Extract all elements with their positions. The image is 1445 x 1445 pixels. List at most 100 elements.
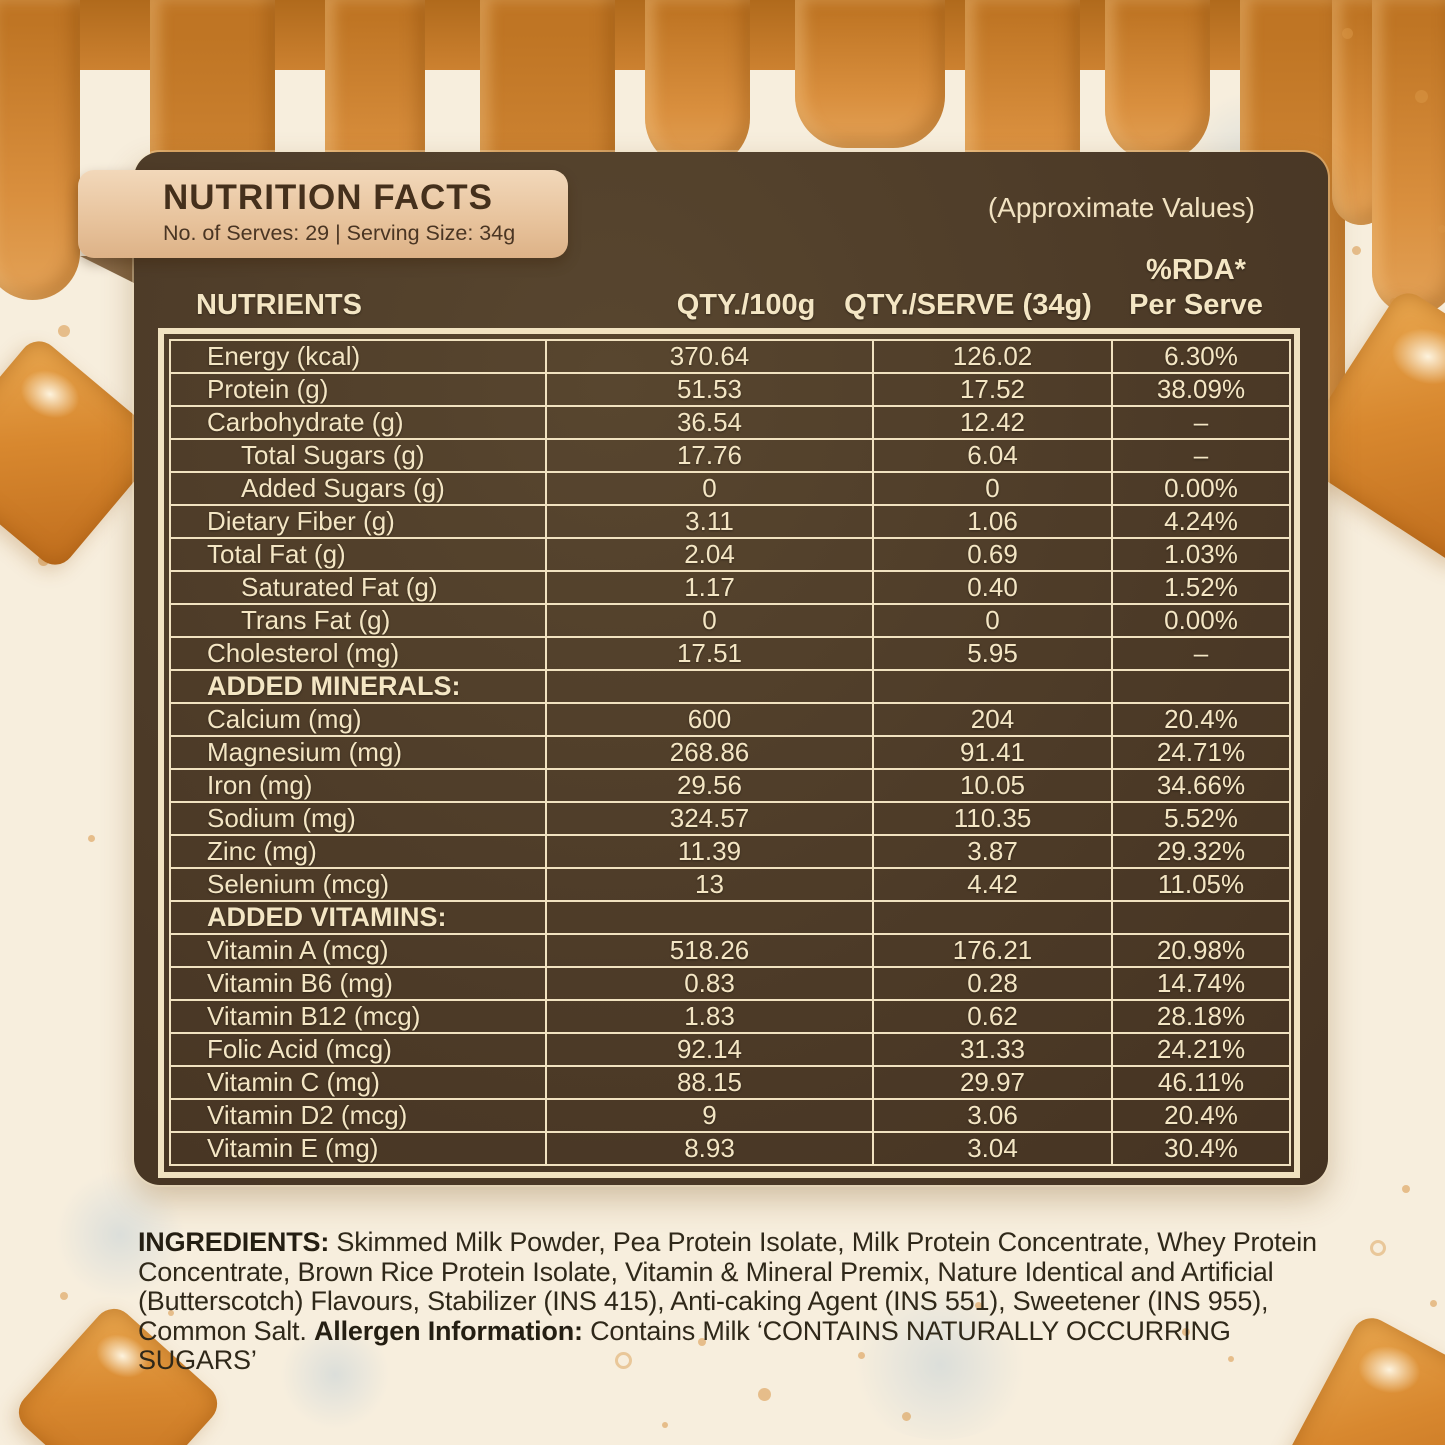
nutrients-table-body: Energy (kcal) 370.64 126.02 6.30% Protein (g… bbox=[169, 339, 1291, 1166]
table-row: ADDED VITAMINS: bbox=[169, 900, 1291, 935]
splatter-dot bbox=[902, 1412, 911, 1421]
value-cell-rda: 46.11% bbox=[1111, 1065, 1291, 1100]
nutrient-name-cell: Vitamin B12 (mcg) bbox=[169, 999, 547, 1034]
value-cell-serve: 17.52 bbox=[872, 372, 1113, 407]
value-cell-serve: 31.33 bbox=[872, 1032, 1113, 1067]
table-row: Vitamin E (mg) 8.93 3.04 30.4% bbox=[169, 1131, 1291, 1166]
value-cell-per100: 9 bbox=[545, 1098, 874, 1133]
nutrient-name-cell: Selenium (mcg) bbox=[169, 867, 547, 902]
value-cell-per100: 0 bbox=[545, 603, 874, 638]
value-cell-per100: 268.86 bbox=[545, 735, 874, 770]
table-row: Carbohydrate (g) 36.54 12.42– bbox=[169, 405, 1291, 440]
value-cell-per100 bbox=[545, 669, 874, 704]
value-cell-rda: 20.4% bbox=[1111, 702, 1291, 737]
nutrient-name-cell: Sodium (mg) bbox=[169, 801, 547, 836]
caramel-drip bbox=[1105, 0, 1210, 162]
value-cell-rda: 20.98% bbox=[1111, 933, 1291, 968]
nutrient-name-cell: Trans Fat (g) bbox=[169, 603, 547, 638]
allergen-label: Allergen Information: bbox=[313, 1315, 583, 1346]
splatter-dot bbox=[975, 1302, 982, 1309]
ingredients-text: INGREDIENTS: Skimmed Milk Powder, Pea Pr… bbox=[138, 1227, 1318, 1376]
value-cell-per100: 13 bbox=[545, 867, 874, 902]
value-cell-rda: 34.66% bbox=[1111, 768, 1291, 803]
value-cell-serve: 3.87 bbox=[872, 834, 1113, 869]
splatter-dot bbox=[1228, 1356, 1234, 1362]
splatter-dot bbox=[662, 1422, 668, 1428]
splatter-dot bbox=[1438, 225, 1445, 233]
nutrient-name-cell: Saturated Fat (g) bbox=[169, 570, 547, 605]
nutrient-name-cell: Iron (mg) bbox=[169, 768, 547, 803]
table-row: Vitamin B12 (mcg) 1.83 0.62 28.18% bbox=[169, 999, 1291, 1034]
table-row: Vitamin B6 (mg) 0.83 0.28 14.74% bbox=[169, 966, 1291, 1001]
value-cell-per100: 3.11 bbox=[545, 504, 874, 539]
nutrient-name-cell: Vitamin E (mg) bbox=[169, 1131, 547, 1166]
approximate-values-label: (Approximate Values) bbox=[987, 192, 1255, 223]
splatter-dot bbox=[1342, 28, 1353, 39]
value-cell-per100 bbox=[545, 900, 874, 935]
value-cell-rda: 24.71% bbox=[1111, 735, 1291, 770]
table-row: Total Fat (g) 2.04 0.69 1.03% bbox=[169, 537, 1291, 572]
value-cell-serve bbox=[872, 669, 1113, 704]
nutrient-name-cell: Total Sugars (g) bbox=[169, 438, 547, 473]
value-cell-per100: 0.83 bbox=[545, 966, 874, 1001]
table-row: ADDED MINERALS: bbox=[169, 669, 1291, 704]
section-header-cell: ADDED MINERALS: bbox=[169, 669, 547, 704]
value-cell-serve: 12.42 bbox=[872, 405, 1113, 440]
value-cell-serve: 3.04 bbox=[872, 1131, 1113, 1166]
milk-splotch bbox=[55, 1170, 185, 1300]
nutrition-facts-badge: NUTRITION FACTS No. of Serves: 29 | Serv… bbox=[78, 170, 568, 258]
value-cell-serve: 10.05 bbox=[872, 768, 1113, 803]
splatter-dot bbox=[1402, 1185, 1410, 1193]
table-row: Protein (g) 51.53 17.52 38.09% bbox=[169, 372, 1291, 407]
splatter-dot bbox=[698, 1338, 706, 1346]
nutrient-name-cell: Magnesium (mg) bbox=[169, 735, 547, 770]
value-cell-serve bbox=[872, 900, 1113, 935]
nutrient-name-cell: Total Fat (g) bbox=[169, 537, 547, 572]
value-cell-per100: 36.54 bbox=[545, 405, 874, 440]
value-cell-per100: 92.14 bbox=[545, 1032, 874, 1067]
column-header-per-100g: QTY./100g bbox=[676, 289, 816, 321]
splatter-dot bbox=[88, 835, 95, 842]
value-cell-rda: 4.24% bbox=[1111, 504, 1291, 539]
value-cell-per100: 8.93 bbox=[545, 1131, 874, 1166]
value-cell-rda: 38.09% bbox=[1111, 372, 1291, 407]
value-cell-rda: 1.52% bbox=[1111, 570, 1291, 605]
caramel-drip bbox=[1372, 0, 1445, 315]
value-cell-rda: 0.00% bbox=[1111, 471, 1291, 506]
value-cell-serve: 126.02 bbox=[872, 339, 1113, 374]
value-cell-per100: 0 bbox=[545, 471, 874, 506]
value-cell-rda: 11.05% bbox=[1111, 867, 1291, 902]
value-cell-rda: – bbox=[1111, 438, 1291, 473]
value-cell-serve: 0.28 bbox=[872, 966, 1113, 1001]
badge-title: NUTRITION FACTS bbox=[163, 178, 493, 217]
table-row: Saturated Fat (g) 1.17 0.40 1.52% bbox=[169, 570, 1291, 605]
splatter-dot bbox=[1182, 1328, 1190, 1336]
section-header-cell: ADDED VITAMINS: bbox=[169, 900, 547, 935]
table-row: Magnesium (mg) 268.86 91.41 24.71% bbox=[169, 735, 1291, 770]
value-cell-rda: 14.74% bbox=[1111, 966, 1291, 1001]
value-cell-rda: 29.32% bbox=[1111, 834, 1291, 869]
value-cell-serve: 0.69 bbox=[872, 537, 1113, 572]
value-cell-rda: 28.18% bbox=[1111, 999, 1291, 1034]
value-cell-per100: 88.15 bbox=[545, 1065, 874, 1100]
value-cell-serve: 91.41 bbox=[872, 735, 1113, 770]
value-cell-serve: 0 bbox=[872, 603, 1113, 638]
value-cell-serve: 0 bbox=[872, 471, 1113, 506]
value-cell-serve: 6.04 bbox=[872, 438, 1113, 473]
table-row: Added Sugars (g) 0 0 0.00% bbox=[169, 471, 1291, 506]
nutrients-table: Energy (kcal) 370.64 126.02 6.30% Protein (g… bbox=[158, 328, 1300, 1178]
splatter-dot bbox=[615, 1352, 632, 1369]
table-row: Calcium (mg) 600 204 20.4% bbox=[169, 702, 1291, 737]
value-cell-per100: 51.53 bbox=[545, 372, 874, 407]
value-cell-rda: 0.00% bbox=[1111, 603, 1291, 638]
table-row: Cholesterol (mg) 17.51 5.95– bbox=[169, 636, 1291, 671]
value-cell-per100: 1.83 bbox=[545, 999, 874, 1034]
ingredients-list: Skimmed Milk Powder, Pea Protein Isolate… bbox=[138, 1227, 1317, 1346]
nutrient-name-cell: Zinc (mg) bbox=[169, 834, 547, 869]
value-cell-rda: 24.21% bbox=[1111, 1032, 1291, 1067]
table-row: Vitamin C (mg) 88.15 29.97 46.11% bbox=[169, 1065, 1291, 1100]
nutrient-name-cell: Vitamin C (mg) bbox=[169, 1065, 547, 1100]
milk-splotch bbox=[845, 1290, 1035, 1440]
value-cell-per100: 600 bbox=[545, 702, 874, 737]
splatter-dot bbox=[1430, 1300, 1437, 1307]
